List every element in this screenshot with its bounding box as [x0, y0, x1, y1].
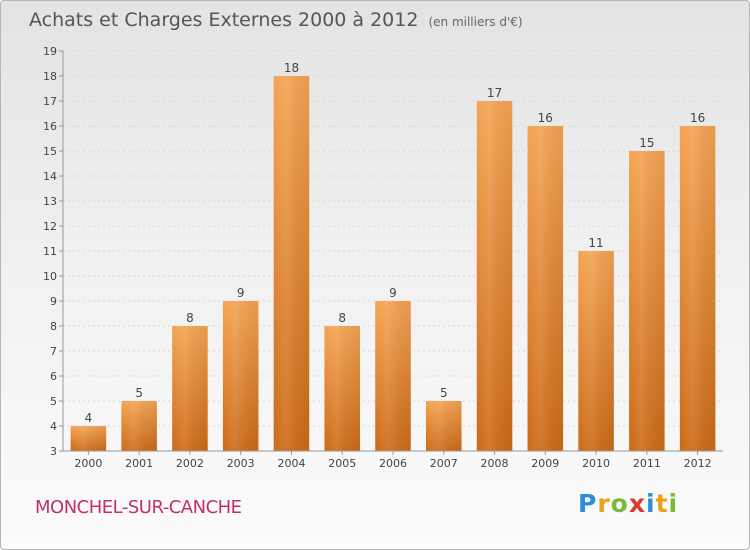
commune-name: MONCHEL-SUR-CANCHE — [35, 497, 242, 518]
data-label: 5 — [440, 386, 448, 400]
x-tick-label: 2007 — [430, 457, 458, 470]
bar-shade-2005 — [324, 326, 360, 451]
y-tick-label: 10 — [43, 270, 57, 283]
y-tick-label: 17 — [43, 95, 57, 108]
bar-shade-2010 — [578, 251, 614, 451]
y-tick-label: 8 — [50, 320, 57, 333]
x-tick-label: 2002 — [176, 457, 204, 470]
bar-shade-2006 — [375, 301, 411, 451]
y-tick-label: 16 — [43, 120, 57, 133]
data-label: 9 — [237, 286, 245, 300]
bar-shade-2001 — [121, 401, 157, 451]
y-tick-label: 5 — [50, 395, 57, 408]
bar-shade-2003 — [222, 301, 259, 451]
bar-shade-2002 — [172, 326, 208, 451]
y-tick-label: 7 — [50, 345, 57, 358]
labels: 3 4 5 6 7 8 9 10 11 12 13 14 15 16 17 18 19 2000 4 2001 5 200… — [43, 45, 712, 470]
bar-shade-2007 — [426, 401, 462, 451]
data-label: 16 — [538, 111, 553, 125]
x-tick-label: 2001 — [125, 457, 153, 470]
chart-title-text: Achats et Charges Externes 2000 à 2012 — [29, 9, 419, 31]
proxiti-logo: Proxiti — [578, 489, 678, 518]
chart-subtitle: (en milliers d'€) — [428, 15, 523, 29]
x-tick-label: 2003 — [227, 457, 255, 470]
y-tick-label: 6 — [50, 370, 57, 383]
data-label: 11 — [588, 236, 603, 250]
x-tick-label: 2010 — [582, 457, 610, 470]
logo-letter: t — [655, 489, 669, 518]
y-tick-label: 3 — [50, 445, 57, 458]
logo-letter: i — [668, 489, 679, 518]
logo-letter: P — [578, 489, 598, 518]
x-tick-label: 2011 — [633, 457, 661, 470]
bar-shade-2009 — [527, 126, 564, 451]
y-tick-label: 19 — [43, 45, 57, 58]
x-tick-label: 2006 — [379, 457, 407, 470]
bar-shade-2012 — [679, 126, 716, 451]
x-tick-label: 2000 — [74, 457, 102, 470]
data-label: 8 — [186, 311, 194, 325]
y-tick-label: 9 — [50, 295, 57, 308]
y-tick-label: 14 — [43, 170, 57, 183]
x-tick-label: 2012 — [684, 457, 712, 470]
logo-letter: x — [628, 489, 646, 518]
axes — [59, 50, 723, 455]
y-tick-label: 11 — [43, 245, 57, 258]
y-tick-label: 15 — [43, 145, 57, 158]
logo-letter: i — [646, 489, 656, 518]
bar-shade-2000 — [70, 426, 107, 451]
data-label: 8 — [338, 311, 346, 325]
x-tick-label: 2009 — [531, 457, 559, 470]
data-label: 5 — [135, 386, 143, 400]
bars — [70, 76, 716, 451]
data-label: 17 — [487, 86, 502, 100]
x-tick-label: 2005 — [328, 457, 356, 470]
data-label: 9 — [389, 286, 397, 300]
x-tick-label: 2004 — [277, 457, 305, 470]
y-tick-label: 18 — [43, 70, 57, 83]
data-label: 4 — [85, 411, 93, 425]
x-tick-label: 2008 — [481, 457, 509, 470]
bar-shade-2011 — [629, 151, 665, 451]
y-tick-label: 4 — [50, 420, 57, 433]
y-tick-label: 12 — [43, 220, 57, 233]
y-tick-label: 13 — [43, 195, 57, 208]
data-label: 15 — [639, 136, 654, 150]
logo-letter: r — [597, 489, 611, 518]
bar-shade-2008 — [476, 101, 513, 451]
data-label: 18 — [284, 61, 299, 75]
data-label: 16 — [690, 111, 705, 125]
bar-shade-2004 — [273, 76, 310, 451]
chart-title: Achats et Charges Externes 2000 à 2012 (e… — [29, 9, 523, 31]
logo-letter: o — [610, 489, 629, 518]
